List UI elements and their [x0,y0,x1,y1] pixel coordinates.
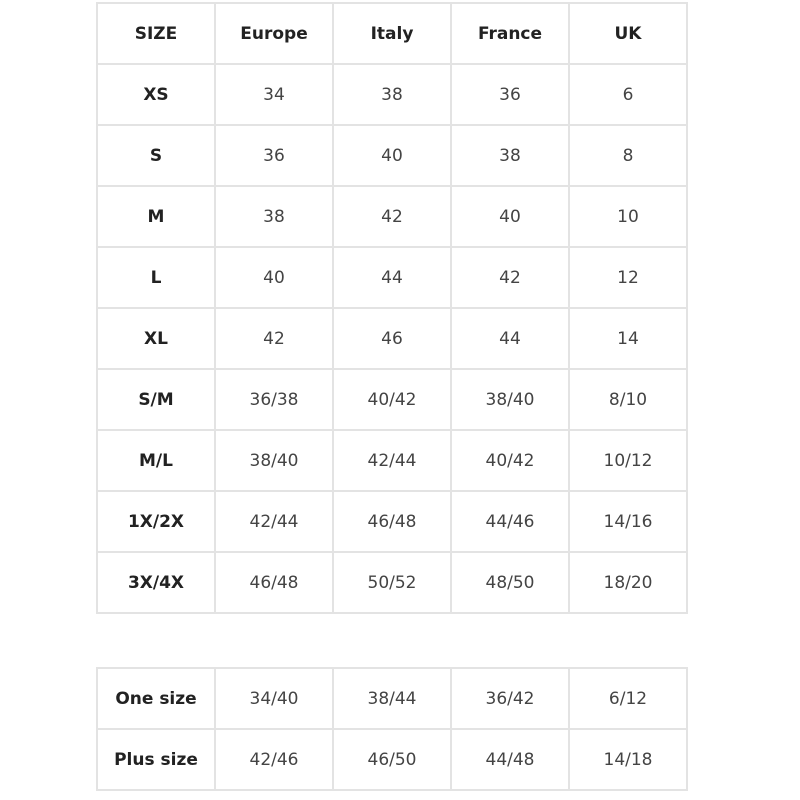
table-cell: 44 [332,246,452,309]
table-cell: 18/20 [568,551,688,614]
table-cell: 34/40 [214,667,334,730]
table-cell: 38 [214,185,334,248]
table-cell: 36 [450,63,570,126]
table-header-row: SIZE Europe Italy France UK [96,2,688,65]
table-cell: 46 [332,307,452,370]
column-header: Italy [332,2,452,65]
table-cell: 42 [214,307,334,370]
table-cell: 44 [450,307,570,370]
table-row: XS 34 38 36 6 [96,63,688,126]
table-cell: 10/12 [568,429,688,492]
size-label-cell: M [96,185,216,248]
table-row: 3X/4X 46/48 50/52 48/50 18/20 [96,551,688,614]
size-label-cell: XL [96,307,216,370]
table-cell: 38/40 [450,368,570,431]
table-cell: 42/44 [332,429,452,492]
table-cell: 50/52 [332,551,452,614]
size-label-cell: Plus size [96,728,216,791]
table-cell: 8/10 [568,368,688,431]
column-header: SIZE [96,2,216,65]
table-cell: 40 [332,124,452,187]
table-cell: 42/44 [214,490,334,553]
table-cell: 34 [214,63,334,126]
size-label-cell: S [96,124,216,187]
table-row: XL 42 46 44 14 [96,307,688,370]
table-cell: 8 [568,124,688,187]
table-cell: 46/48 [214,551,334,614]
table-cell: 42/46 [214,728,334,791]
size-conversion-table: SIZE Europe Italy France UK XS 34 38 36 6 S 36 40 38… [96,2,688,614]
table-cell: 48/50 [450,551,570,614]
table-cell: 6/12 [568,667,688,730]
size-label-cell: L [96,246,216,309]
size-range-table: One size 34/40 38/44 36/42 6/12 Plus size 42/4… [96,667,688,791]
table-cell: 42 [332,185,452,248]
table-row: 1X/2X 42/44 46/48 44/46 14/16 [96,490,688,553]
table-cell: 44/46 [450,490,570,553]
size-label-cell: 1X/2X [96,490,216,553]
table-cell: 40 [214,246,334,309]
size-label-cell: 3X/4X [96,551,216,614]
column-header: UK [568,2,688,65]
table-row: One size 34/40 38/44 36/42 6/12 [96,667,688,730]
table-cell: 46/48 [332,490,452,553]
table-cell: 40/42 [450,429,570,492]
table-row: S/M 36/38 40/42 38/40 8/10 [96,368,688,431]
table-cell: 38/40 [214,429,334,492]
table-cell: 14/18 [568,728,688,791]
table-cell: 40 [450,185,570,248]
table-row: S 36 40 38 8 [96,124,688,187]
table-cell: 10 [568,185,688,248]
table-cell: 38 [450,124,570,187]
table-cell: 36/38 [214,368,334,431]
size-label-cell: M/L [96,429,216,492]
column-header: France [450,2,570,65]
table-cell: 14 [568,307,688,370]
table-row: Plus size 42/46 46/50 44/48 14/18 [96,728,688,791]
size-label-cell: XS [96,63,216,126]
table-cell: 44/48 [450,728,570,791]
table-cell: 38 [332,63,452,126]
size-label-cell: S/M [96,368,216,431]
table-cell: 36/42 [450,667,570,730]
table-cell: 14/16 [568,490,688,553]
table-row: L 40 44 42 12 [96,246,688,309]
table-row: M 38 42 40 10 [96,185,688,248]
column-header: Europe [214,2,334,65]
table-cell: 38/44 [332,667,452,730]
table-cell: 36 [214,124,334,187]
table-row: M/L 38/40 42/44 40/42 10/12 [96,429,688,492]
table-cell: 6 [568,63,688,126]
table-cell: 12 [568,246,688,309]
table-cell: 42 [450,246,570,309]
table-cell: 40/42 [332,368,452,431]
size-label-cell: One size [96,667,216,730]
table-cell: 46/50 [332,728,452,791]
